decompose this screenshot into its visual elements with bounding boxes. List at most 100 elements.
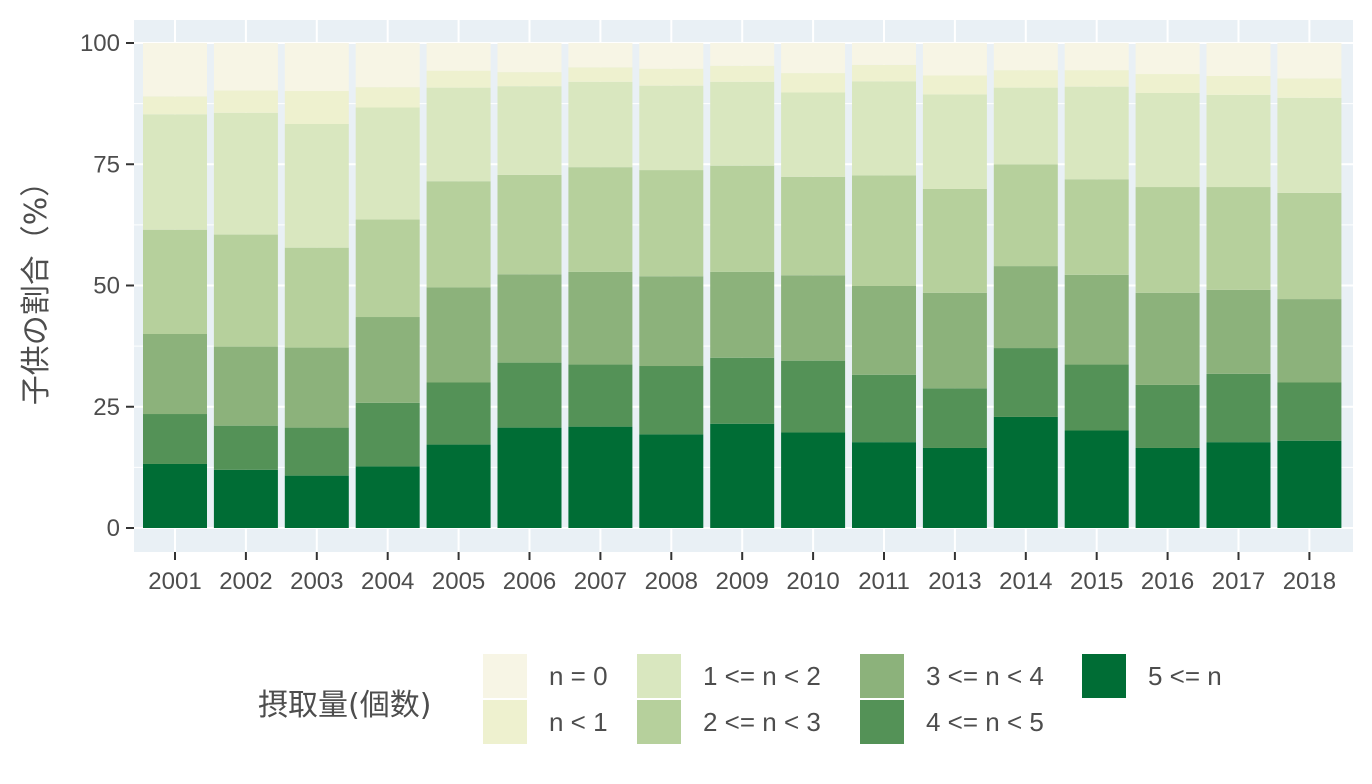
bar-segment xyxy=(639,85,704,171)
legend: 摂取量(個数) n = 0 n < 1 1 <= n < 2 2 <= n < 3 3 … xyxy=(258,654,1222,744)
legend-key xyxy=(637,700,681,744)
bar-segment xyxy=(781,92,846,177)
bar-segment xyxy=(284,347,349,428)
x-tick-label: 2006 xyxy=(503,568,556,595)
bar-segment xyxy=(355,87,420,108)
x-tick-label: 2009 xyxy=(716,568,769,595)
bar-segment xyxy=(1135,43,1200,75)
bar-stack-2015 xyxy=(1064,43,1129,528)
y-tick-label: 0 xyxy=(107,515,120,542)
legend-label: 5 <= n xyxy=(1148,661,1222,691)
x-tick-label: 2015 xyxy=(1070,568,1123,595)
legend-item: n = 0 xyxy=(483,654,608,698)
bar-segment xyxy=(213,425,278,470)
bar-segment xyxy=(568,67,633,82)
bar-stack-2006 xyxy=(497,43,562,528)
bar-segment xyxy=(284,43,349,92)
bar-segment xyxy=(639,43,704,69)
bar-segment xyxy=(639,68,704,86)
bar-segment xyxy=(426,382,491,445)
bar-segment xyxy=(922,447,987,528)
bar-segment xyxy=(284,247,349,348)
bar-segment xyxy=(993,70,1058,88)
legend-item: 3 <= n < 4 xyxy=(860,654,1044,698)
legend-label: 2 <= n < 3 xyxy=(703,707,821,737)
bar-stack-2011 xyxy=(852,43,916,528)
bar-segment xyxy=(1064,430,1129,528)
bar-segment xyxy=(710,165,775,272)
bar-segment xyxy=(639,170,704,277)
x-axis: 2001 2002 2003 2004 2005 2006 2007 2008 2009 2010… xyxy=(148,552,1336,595)
bar-segment xyxy=(284,123,349,248)
bar-segment xyxy=(213,112,278,235)
bar-segment xyxy=(213,43,278,91)
bar-segment xyxy=(922,75,987,95)
bar-stack-2002 xyxy=(213,43,278,528)
x-tick-label: 2004 xyxy=(361,568,414,595)
bar-segment xyxy=(639,434,704,528)
bar-segment xyxy=(852,81,916,176)
bar-segment xyxy=(355,402,420,467)
bar-segment xyxy=(143,414,207,464)
legend-key xyxy=(860,654,904,698)
bar-segment xyxy=(922,188,987,293)
legend-key xyxy=(483,654,527,698)
bar-segment xyxy=(143,229,207,334)
x-tick-label: 2005 xyxy=(432,568,485,595)
bar-segment xyxy=(426,43,491,71)
x-tick-label: 2010 xyxy=(786,568,839,595)
bar-segment xyxy=(1206,289,1271,374)
bar-segment xyxy=(710,81,775,166)
bar-segment xyxy=(568,167,633,272)
bar-segment xyxy=(1064,364,1129,431)
bar-segment xyxy=(213,234,278,347)
x-tick-label: 2003 xyxy=(290,568,343,595)
bar-segment xyxy=(1206,442,1271,528)
bar-segment xyxy=(568,271,633,365)
bar-segment xyxy=(1277,440,1342,528)
bar-segment xyxy=(143,463,207,528)
legend-item: 4 <= n < 5 xyxy=(860,700,1044,744)
x-tick-label: 2002 xyxy=(219,568,272,595)
y-axis: 0 25 50 75 100 xyxy=(80,30,134,542)
bar-segment xyxy=(497,43,562,73)
bar-stack-2010 xyxy=(781,43,846,528)
legend-key xyxy=(637,654,681,698)
y-tick-label: 75 xyxy=(93,151,120,178)
x-tick-label: 2017 xyxy=(1212,568,1265,595)
bar-stack-2018 xyxy=(1277,43,1342,528)
bar-segment xyxy=(710,271,775,358)
x-tick-label: 2016 xyxy=(1141,568,1194,595)
bar-segment xyxy=(1064,43,1129,71)
legend-item: 2 <= n < 3 xyxy=(637,700,821,744)
bar-segment xyxy=(355,317,420,403)
bar-segment xyxy=(852,43,916,65)
bar-segment xyxy=(922,43,987,76)
bar-stack-2013 xyxy=(922,43,987,528)
bar-segment xyxy=(922,94,987,189)
bar-segment xyxy=(710,357,775,424)
bar-segment xyxy=(1206,75,1271,95)
legend-title: 摂取量(個数) xyxy=(258,688,431,723)
bar-stack-2007 xyxy=(568,43,633,528)
bar-segment xyxy=(781,360,846,433)
bar-stack-2004 xyxy=(355,43,420,528)
bar-segment xyxy=(1277,43,1342,79)
bar-segment xyxy=(1064,86,1129,180)
bar-segment xyxy=(1277,78,1342,98)
legend-label: n = 0 xyxy=(549,661,608,691)
bar-segment xyxy=(143,114,207,230)
legend-items: n = 0 n < 1 1 <= n < 2 2 <= n < 3 3 <= n < 4… xyxy=(483,654,1222,744)
bar-segment xyxy=(1206,373,1271,443)
bar-segment xyxy=(497,427,562,528)
bar-segment xyxy=(781,43,846,74)
bar-segment xyxy=(639,366,704,435)
bar-stack-2014 xyxy=(993,43,1058,528)
y-tick-label: 25 xyxy=(93,394,120,421)
bar-stack-2008 xyxy=(639,43,704,528)
bar-segment xyxy=(143,96,207,115)
bar-segment xyxy=(568,364,633,427)
bar-segment xyxy=(355,107,420,220)
x-tick-label: 2013 xyxy=(928,568,981,595)
